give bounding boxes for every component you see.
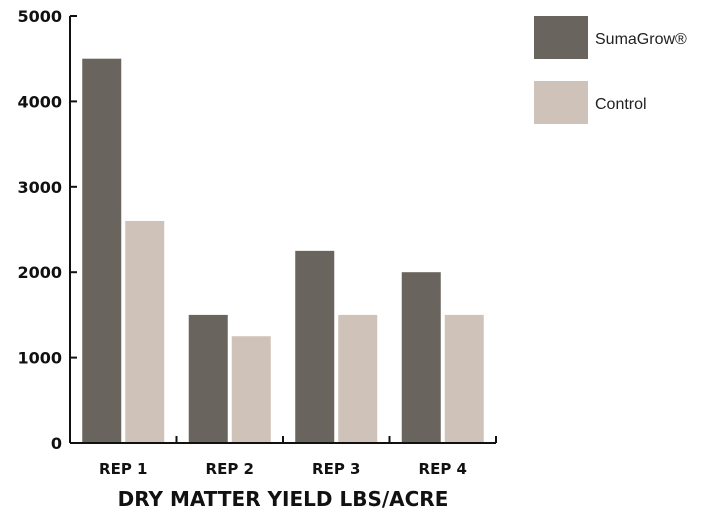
bar-control-3 [338,314,378,443]
legend-swatch-control [534,81,588,124]
legend-label-control: Control [595,96,647,113]
bar-control-4 [444,314,484,443]
legend-label-sumagrow: SumaGrow® [595,31,687,48]
bar-sumagrow-2 [188,314,228,443]
y-tick-label: 2000 [17,263,62,282]
x-category-label: REP 4 [419,460,467,478]
y-tick-label: 1000 [17,349,62,368]
y-tick-label: 4000 [17,92,62,111]
y-ticks-group: 0 1000 2000 3000 4000 5000 [17,7,77,453]
y-tick-label: 0 [51,434,62,453]
bar-sumagrow-3 [295,250,335,443]
y-tick-label: 5000 [17,7,62,26]
legend: SumaGrow® Control [534,16,687,124]
bar-control-2 [231,336,271,443]
bar-sumagrow-4 [401,272,441,443]
bar-sumagrow-1 [82,58,122,443]
x-ticks-group: REP 1 REP 2 REP 3 REP 4 [99,436,497,478]
x-category-label: REP 1 [99,460,147,478]
x-category-label: REP 3 [312,460,360,478]
x-category-label: REP 2 [206,460,254,478]
x-axis-title: DRY MATTER YIELD LBS/ACRE [118,487,449,511]
bar-control-1 [125,220,165,443]
bars-group [82,58,484,443]
legend-swatch-sumagrow [534,16,588,59]
y-tick-label: 3000 [17,178,62,197]
